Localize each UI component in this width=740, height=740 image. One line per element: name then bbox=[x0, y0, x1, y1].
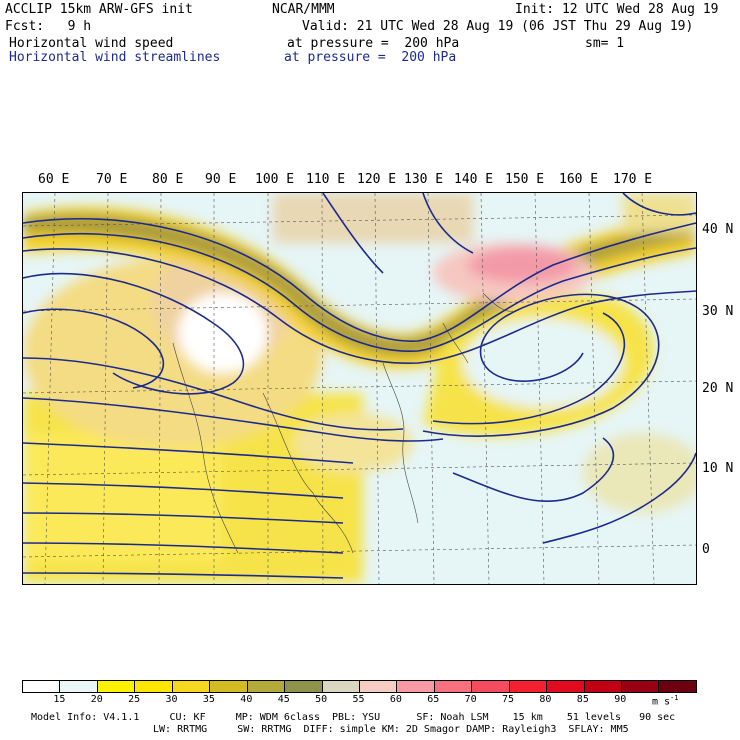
longitude-label: 130 E bbox=[404, 172, 444, 187]
colorbar-swatch bbox=[247, 681, 286, 692]
latitude-label: 10 N bbox=[702, 461, 734, 476]
field1-name: Horizontal wind speed bbox=[9, 36, 174, 51]
colorbar-tick-label: 55 bbox=[352, 694, 365, 705]
latitude-label: 20 N bbox=[702, 381, 734, 396]
colorbar-swatch bbox=[472, 681, 510, 692]
init-time: Init: 12 UTC Wed 28 Aug 19 bbox=[515, 2, 719, 17]
colorbar-tick-label: 20 bbox=[90, 694, 103, 705]
colorbar-tick-label: 90 bbox=[614, 694, 627, 705]
longitude-label: 170 E bbox=[613, 172, 653, 187]
longitude-label: 140 E bbox=[454, 172, 494, 187]
longitude-label: 80 E bbox=[152, 172, 184, 187]
longitude-label: 110 E bbox=[306, 172, 346, 187]
colorbar-swatch bbox=[359, 681, 398, 692]
valid-time: Valid: 21 UTC Wed 28 Aug 19 (06 JST Thu … bbox=[302, 19, 694, 34]
wind-map bbox=[22, 192, 697, 585]
colorbar-swatch bbox=[547, 681, 585, 692]
colorbar-tick-label: 60 bbox=[389, 694, 402, 705]
model-info-line: Model Info: V4.1.1 CU: KF MP: WDM 6class… bbox=[31, 712, 676, 723]
colorbar-tick-label: 65 bbox=[427, 694, 440, 705]
longitude-label: 70 E bbox=[96, 172, 128, 187]
longitude-label: 160 E bbox=[559, 172, 599, 187]
colorbar-swatch bbox=[659, 681, 696, 692]
colorbar-units: m s-1 bbox=[652, 694, 679, 708]
longitude-label: 60 E bbox=[38, 172, 70, 187]
colorbar-swatch bbox=[172, 681, 211, 692]
longitude-label: 150 E bbox=[505, 172, 545, 187]
colorbar-swatch bbox=[397, 681, 435, 692]
longitude-label: 120 E bbox=[357, 172, 397, 187]
colorbar-swatch bbox=[322, 681, 360, 692]
colorbar-tick-label: 45 bbox=[277, 694, 290, 705]
field2-name: Horizontal wind streamlines bbox=[9, 50, 221, 65]
colorbar-tick-label: 25 bbox=[128, 694, 141, 705]
field2-level: at pressure = 200 hPa bbox=[284, 50, 457, 65]
colorbar-tick-label: 15 bbox=[53, 694, 66, 705]
longitude-label: 100 E bbox=[255, 172, 295, 187]
colorbar-tick-label: 30 bbox=[165, 694, 178, 705]
institution-label: NCAR/MMM bbox=[272, 2, 335, 17]
field1-level: at pressure = 200 hPa bbox=[287, 36, 460, 51]
colorbar-tick-label: 40 bbox=[240, 694, 253, 705]
smoothing-label: sm= 1 bbox=[585, 36, 625, 51]
forecast-hour: Fcst: 9 h bbox=[5, 19, 92, 34]
latitude-label: 30 N bbox=[702, 304, 734, 319]
streamlines bbox=[23, 193, 696, 579]
colorbar-swatch bbox=[97, 681, 136, 692]
colorbar-swatch bbox=[584, 681, 622, 692]
colorbar-tick-label: 85 bbox=[576, 694, 589, 705]
colorbar-tick-label: 50 bbox=[315, 694, 328, 705]
colorbar-swatch bbox=[60, 681, 98, 692]
model-title: ACCLIP 15km ARW-GFS init bbox=[5, 2, 193, 17]
latitude-label: 40 N bbox=[702, 222, 734, 237]
colorbar bbox=[22, 680, 697, 693]
colorbar-tick-label: 75 bbox=[502, 694, 515, 705]
colorbar-swatch bbox=[509, 681, 548, 692]
physics-info-line: LW: RRTMG SW: RRTMG DIFF: simple KM: 2D … bbox=[153, 724, 629, 735]
longitude-label: 90 E bbox=[205, 172, 237, 187]
colorbar-tick-label: 35 bbox=[202, 694, 215, 705]
lat-lon-grid bbox=[23, 193, 696, 584]
colorbar-swatch bbox=[23, 681, 61, 692]
colorbar-swatch bbox=[434, 681, 473, 692]
colorbar-tick-label: 70 bbox=[464, 694, 477, 705]
colorbar-swatch bbox=[285, 681, 323, 692]
colorbar-swatch bbox=[622, 681, 660, 692]
wind-map-canvas bbox=[23, 193, 696, 584]
colorbar-swatch bbox=[135, 681, 173, 692]
colorbar-tick-label: 80 bbox=[539, 694, 552, 705]
latitude-label: 0 bbox=[702, 542, 710, 557]
colorbar-swatch bbox=[210, 681, 248, 692]
